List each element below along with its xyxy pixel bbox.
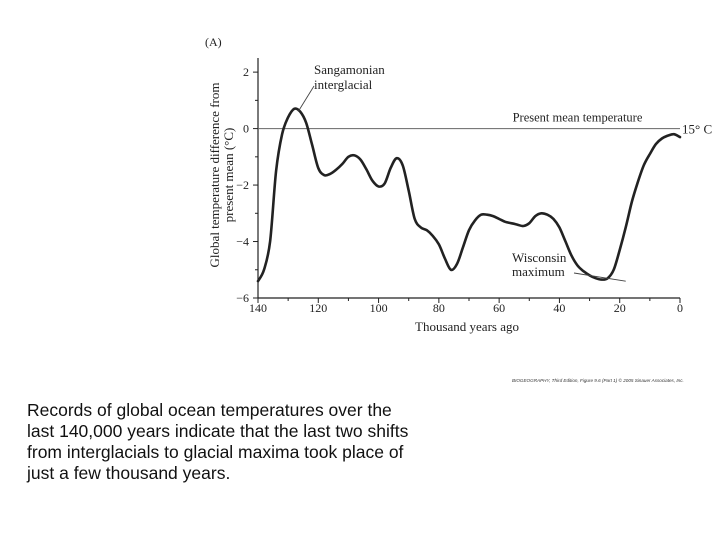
- annotation-wisconsin-line2: maximum: [512, 264, 565, 279]
- x-tick-label: 100: [370, 301, 388, 315]
- y-axis-label-line1: Global temperature difference from: [207, 83, 222, 268]
- annotation-sangamonian-leader: [297, 85, 315, 112]
- annotation-sangamonian-line1: Sangamonian: [314, 62, 385, 77]
- figure-credit: BIOGEOGRAPHY, Third Edition, Figure 9.6 …: [512, 378, 684, 383]
- x-tick-label: 0: [677, 301, 683, 315]
- y-axis-label-line2: present mean (°C): [221, 128, 236, 223]
- annotation-wisconsin-line1: Wisconsin: [512, 250, 567, 265]
- y-axis-label: Global temperature difference from prese…: [207, 83, 236, 268]
- panel-label: (A): [205, 35, 222, 49]
- y-tick-label: −4: [236, 235, 249, 249]
- x-tick-label: 60: [493, 301, 505, 315]
- x-axis-label: Thousand years ago: [415, 319, 519, 334]
- x-tick-label: 120: [309, 301, 327, 315]
- temperature-chart: (A) Global temperature difference from p…: [205, 35, 712, 334]
- annotation-wisconsin-leader: [573, 272, 626, 282]
- x-tick-label: 80: [433, 301, 445, 315]
- reference-line-label: Present mean temperature: [513, 111, 643, 125]
- temperature-series-line: [256, 107, 682, 283]
- y-tick-label: 0: [243, 122, 249, 136]
- y-tick-label: −6: [236, 291, 249, 305]
- x-tick-label: 40: [553, 301, 565, 315]
- y-tick-label: 2: [243, 65, 249, 79]
- reference-end-label: 15° C: [682, 122, 712, 137]
- slide-caption: Records of global ocean temperatures ove…: [27, 400, 409, 483]
- annotation-sangamonian-line2: interglacial: [314, 77, 373, 92]
- y-tick-label: −2: [236, 178, 249, 192]
- x-tick-label: 140: [249, 301, 267, 315]
- x-tick-label: 20: [614, 301, 626, 315]
